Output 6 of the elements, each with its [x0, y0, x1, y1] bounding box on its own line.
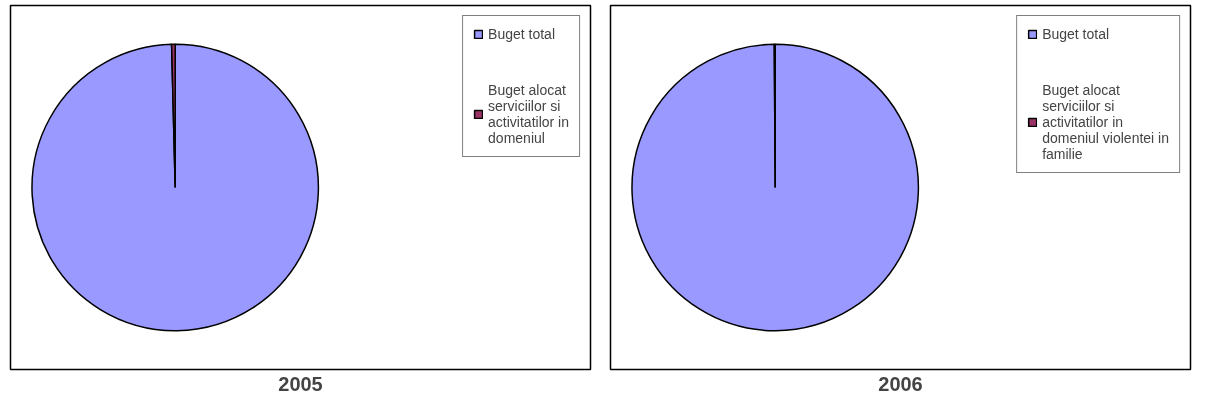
legend-label: Buget total [1042, 26, 1110, 42]
legend-label: Buget total [488, 26, 556, 42]
text: 2005 [278, 372, 323, 395]
text: 2006 [878, 372, 923, 395]
legend-label: Buget alocat serviciilor si activitatilor in domeniul violentei in familie [1042, 82, 1169, 162]
legend-label: Buget alocat serviciilor si activitatilor in domeniul [488, 82, 569, 146]
